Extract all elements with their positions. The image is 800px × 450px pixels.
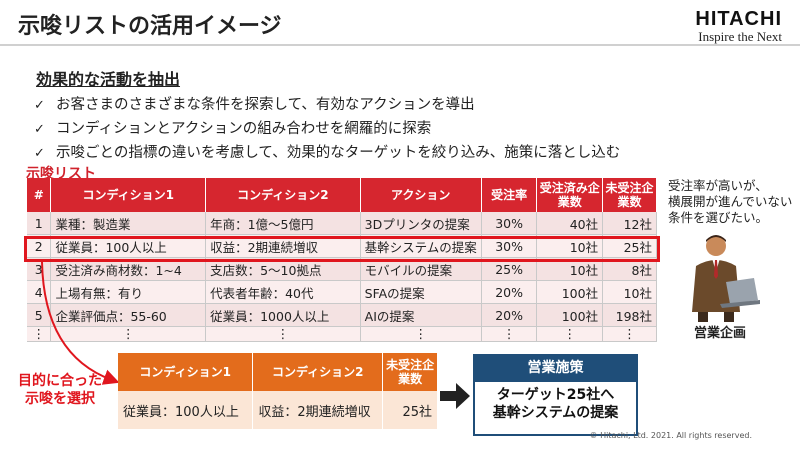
cell-action: 3Dプリンタの提案: [360, 212, 482, 235]
cell-unwon-count: 10社: [602, 280, 657, 304]
sales-measure-line: 基幹システムの提案: [492, 405, 619, 421]
person-label: 営業企画: [694, 326, 747, 341]
cell-won-count: 10社: [536, 257, 604, 281]
suggestion-table: # コンディション1 コンディション2 アクション 受注率 受注済み企業数 未受…: [27, 178, 657, 342]
bullet-text: お客さまのさまざまな条件を探索して、有効なアクションを導出: [56, 97, 475, 113]
column-header: コンディション2: [205, 178, 361, 212]
table-row[interactable]: 4 上場有無：有り 代表者年齢：40代 SFAの提案 20% 100社 10社: [27, 280, 657, 304]
title-divider: [0, 44, 800, 46]
selection-label-line: 示唆を選択: [25, 391, 95, 407]
cell-condition2: 支店数：5～10拠点: [205, 257, 361, 281]
cell-order-rate: 20%: [481, 303, 538, 327]
cell-no: 2: [27, 234, 52, 258]
check-icon: ✓: [34, 98, 45, 113]
sales-measure-line: ターゲット25社へ: [496, 387, 615, 403]
cell-condition1: 業種：製造業: [50, 212, 207, 235]
cell-order-rate: 30%: [481, 234, 538, 258]
cell-unwon-count: 25社: [602, 234, 657, 258]
bullet-item: ✓ コンディションとアクションの組み合わせを網羅的に探索: [34, 117, 431, 138]
table-row[interactable]: 1 業種：製造業 年商：1億～5億円 3Dプリンタの提案 30% 40社 12社: [27, 212, 657, 235]
cell-order-rate: 25%: [481, 257, 538, 281]
cell-order-rate: ⋮: [481, 326, 538, 342]
businessman-with-laptop-icon: [692, 235, 760, 322]
column-header: コンディション1: [118, 353, 254, 391]
cell-won-count: ⋮: [536, 326, 604, 342]
cell-unwon-count: 198社: [602, 303, 657, 327]
cell-condition1: 従業員：100人以上: [118, 391, 254, 429]
bullet-text: コンディションとアクションの組み合わせを網羅的に探索: [56, 121, 432, 137]
cell-order-rate: 20%: [481, 280, 538, 304]
side-note-line: 条件を選びたい。: [668, 210, 769, 225]
cell-action: 基幹システムの提案: [360, 234, 482, 258]
selected-row-highlight: [24, 236, 660, 262]
table-header-row: コンディション1 コンディション2 未受注企業数: [118, 353, 438, 391]
cell-condition2: 収益：2期連続増収: [252, 391, 384, 429]
side-note: 受注率が高いが、 横展開が進んでいない 条件を選びたい。: [668, 178, 792, 226]
cell-condition1: ⋮: [50, 326, 207, 342]
cell-unwon-count: 25社: [382, 391, 438, 429]
cell-condition2: 従業員：1000人以上: [205, 303, 361, 327]
column-header: #: [27, 178, 52, 212]
column-header: 受注済み企業数: [536, 178, 604, 212]
cell-order-rate: 30%: [481, 212, 538, 235]
cell-won-count: 40社: [536, 212, 604, 235]
bullet-item: ✓ 示唆ごとの指標の違いを考慮して、効果的なターゲットを絞り込み、施策に落とし込む: [34, 141, 620, 162]
cell-action: SFAの提案: [360, 280, 482, 304]
cell-no: 3: [27, 257, 52, 281]
cell-unwon-count: 12社: [602, 212, 657, 235]
cell-won-count: 100社: [536, 280, 604, 304]
column-header: コンディション1: [50, 178, 207, 212]
column-header: コンディション2: [252, 353, 384, 391]
side-note-line: 横展開が進んでいない: [668, 194, 793, 209]
table-row[interactable]: 従業員：100人以上 収益：2期連続増収 25社: [118, 391, 438, 429]
cell-condition2: 年商：1億～5億円: [205, 212, 361, 235]
cell-no: 1: [27, 212, 52, 235]
column-header: 未受注企業数: [382, 353, 438, 391]
cell-condition1: 上場有無：有り: [50, 280, 207, 304]
selection-label: 目的に合った 示唆を選択: [18, 372, 102, 408]
sales-measure-title: 営業施策: [473, 354, 638, 382]
bullet-item: ✓ お客さまのさまざまな条件を探索して、有効なアクションを導出: [34, 93, 475, 114]
selected-suggestion-table: コンディション1 コンディション2 未受注企業数 従業員：100人以上 収益：2…: [118, 353, 438, 429]
bullet-text: 示唆ごとの指標の違いを考慮して、効果的なターゲットを絞り込み、施策に落とし込む: [56, 145, 621, 161]
hitachi-logo: HITACHI Inspire the Next: [695, 8, 782, 45]
cell-condition2: 代表者年齢：40代: [205, 280, 361, 304]
cell-condition1: 従業員：100人以上: [50, 234, 207, 258]
selection-arrow: [41, 261, 120, 385]
cell-won-count: 10社: [536, 234, 604, 258]
table-header-row: # コンディション1 コンディション2 アクション 受注率 受注済み企業数 未受…: [27, 178, 657, 212]
selection-label-line: 目的に合った: [18, 373, 102, 389]
logo-brand: HITACHI: [695, 8, 782, 30]
table-row[interactable]: 5 企業評価点：55-60 従業員：1000人以上 AIの提案 20% 100社…: [27, 303, 657, 327]
cell-condition2: 収益：2期連続増収: [205, 234, 361, 258]
cell-condition1: 受注済み商材数：1~4: [50, 257, 207, 281]
cell-action: AIの提案: [360, 303, 482, 327]
table-row[interactable]: 3 受注済み商材数：1~4 支店数：5～10拠点 モバイルの提案 25% 10社…: [27, 257, 657, 281]
cell-action: ⋮: [360, 326, 482, 342]
page-title: 示唆リストの活用イメージ: [18, 14, 282, 39]
cell-unwon-count: 8社: [602, 257, 657, 281]
copyright-notice: © Hitachi, Ltd. 2021. All rights reserve…: [589, 431, 752, 440]
side-note-line: 受注率が高いが、: [668, 178, 768, 193]
column-header: 受注率: [481, 178, 538, 212]
cell-no: 5: [27, 303, 52, 327]
section-heading: 効果的な活動を抽出: [36, 70, 181, 89]
table-row-selected[interactable]: 2 従業員：100人以上 収益：2期連続増収 基幹システムの提案 30% 10社…: [27, 234, 657, 258]
column-header: 未受注企業数: [602, 178, 657, 212]
sales-measure-body: ターゲット25社へ 基幹システムの提案: [473, 386, 638, 422]
cell-unwon-count: ⋮: [602, 326, 657, 342]
cell-condition2: ⋮: [205, 326, 361, 342]
check-icon: ✓: [34, 146, 45, 161]
right-arrow-icon: [440, 383, 470, 409]
cell-condition1: 企業評価点：55-60: [50, 303, 207, 327]
logo-tagline: Inspire the Next: [698, 29, 782, 44]
column-header: アクション: [360, 178, 482, 212]
cell-won-count: 100社: [536, 303, 604, 327]
cell-action: モバイルの提案: [360, 257, 482, 281]
check-icon: ✓: [34, 122, 45, 137]
table-row-ellipsis: ⋮ ⋮ ⋮ ⋮ ⋮ ⋮ ⋮: [27, 326, 657, 342]
cell-no: ⋮: [27, 326, 52, 342]
